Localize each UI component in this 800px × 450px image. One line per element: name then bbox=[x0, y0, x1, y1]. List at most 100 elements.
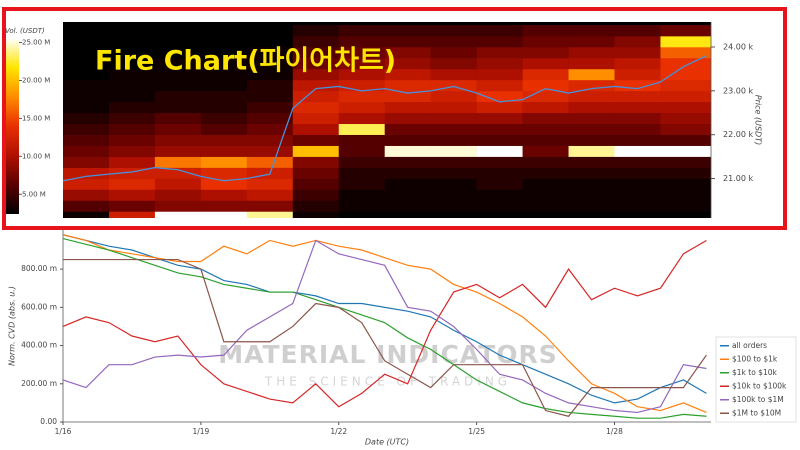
heat-cell bbox=[430, 123, 477, 135]
heat-cell bbox=[430, 101, 477, 114]
heat-cell bbox=[660, 101, 711, 114]
heat-cell bbox=[430, 79, 477, 92]
heat-cell bbox=[568, 46, 615, 59]
heat-cell bbox=[568, 68, 615, 81]
heat-cell bbox=[246, 211, 294, 218]
heat-cell bbox=[430, 57, 477, 70]
heat-cell bbox=[614, 145, 661, 157]
heat-cell bbox=[246, 189, 294, 201]
heat-cell bbox=[384, 156, 431, 168]
heat-cell bbox=[108, 46, 156, 59]
heat-cell bbox=[430, 134, 477, 146]
heat-cell bbox=[200, 57, 248, 70]
heat-cell bbox=[568, 156, 615, 168]
heat-cell bbox=[338, 112, 386, 125]
heat-cell bbox=[476, 211, 523, 218]
heat-cell bbox=[63, 36, 110, 48]
heat-cell bbox=[338, 134, 386, 146]
heat-cell bbox=[384, 25, 431, 37]
heat-cell bbox=[476, 112, 523, 125]
heat-cell bbox=[476, 156, 523, 168]
heat-cell bbox=[338, 57, 386, 70]
heat-cell bbox=[430, 178, 477, 190]
heat-cell bbox=[384, 211, 431, 218]
heat-cell bbox=[63, 25, 110, 37]
heat-cell bbox=[522, 90, 569, 103]
heat-cell bbox=[430, 211, 477, 218]
heat-cell bbox=[292, 156, 340, 168]
price-line bbox=[63, 55, 707, 182]
heat-cell bbox=[568, 189, 615, 201]
heat-cell bbox=[338, 36, 386, 48]
annotation: Fire Chart(파이어차트) bbox=[95, 46, 396, 77]
heat-cell bbox=[292, 46, 340, 59]
heat-cell bbox=[108, 90, 156, 103]
heat-cell bbox=[246, 178, 294, 190]
heat-cell bbox=[200, 145, 248, 157]
heat-cell bbox=[154, 46, 202, 59]
heat-cell bbox=[660, 134, 711, 146]
heat-cell bbox=[522, 112, 569, 125]
heat-cell bbox=[568, 101, 615, 114]
heat-cell bbox=[476, 189, 523, 201]
heat-cell bbox=[430, 189, 477, 201]
heat-cell bbox=[522, 200, 569, 212]
heat-cell bbox=[338, 156, 386, 168]
heat-cell bbox=[614, 79, 661, 92]
heat-cell bbox=[568, 211, 615, 218]
heat-cell bbox=[292, 178, 340, 190]
heat-cell bbox=[660, 90, 711, 103]
heat-cell bbox=[154, 112, 202, 125]
heat-cell bbox=[384, 90, 431, 103]
heat-cell bbox=[568, 79, 615, 92]
heat-cell bbox=[660, 112, 711, 125]
x-tick-label: 1/25 bbox=[468, 427, 485, 436]
heat-cell bbox=[660, 156, 711, 168]
heat-cell bbox=[522, 145, 569, 157]
heat-cell bbox=[108, 200, 156, 212]
heat-cell bbox=[568, 112, 615, 125]
heat-cell bbox=[338, 211, 386, 218]
heat-cell bbox=[384, 145, 431, 157]
heat-cell bbox=[292, 57, 340, 70]
heat-cell bbox=[108, 134, 156, 146]
heat-cell bbox=[246, 79, 294, 92]
series-line bbox=[62, 239, 707, 408]
heat-cell bbox=[108, 36, 156, 48]
heat-cell bbox=[154, 211, 202, 218]
heat-cell bbox=[384, 134, 431, 146]
heat-cell bbox=[108, 68, 156, 81]
heat-cell bbox=[614, 25, 661, 37]
series-line bbox=[62, 237, 707, 419]
y2-tick-label: 24.00 k bbox=[723, 42, 753, 51]
y2-axis-title: Price (USDT) bbox=[754, 95, 763, 145]
heat-cell bbox=[568, 123, 615, 135]
heat-cell bbox=[246, 134, 294, 146]
heat-cell bbox=[522, 189, 569, 201]
heat-cells bbox=[63, 25, 711, 218]
heat-cell bbox=[292, 189, 340, 201]
heat-cell bbox=[63, 167, 110, 179]
y2-tick-label: 23.00 k bbox=[723, 86, 753, 95]
heat-cell bbox=[338, 101, 386, 114]
heat-cell bbox=[108, 57, 156, 70]
heat-cell bbox=[108, 123, 156, 135]
heat-cell bbox=[614, 178, 661, 190]
heat-cell bbox=[522, 211, 569, 218]
heat-cell bbox=[430, 36, 477, 48]
heat-cell bbox=[63, 156, 110, 168]
heat-cell bbox=[292, 36, 340, 48]
heat-cell bbox=[614, 211, 661, 218]
heat-cell bbox=[292, 79, 340, 92]
heat-cell bbox=[660, 36, 711, 48]
x-tick-label: 1/28 bbox=[606, 427, 623, 436]
heat-cell bbox=[63, 189, 110, 201]
heat-cell bbox=[568, 90, 615, 103]
heat-cell bbox=[63, 200, 110, 212]
y2-tick-label: 22.00 k bbox=[723, 130, 753, 139]
heat-cell bbox=[246, 112, 294, 125]
heat-cell bbox=[614, 112, 661, 125]
heat-cell bbox=[246, 25, 294, 37]
heat-cell bbox=[154, 79, 202, 92]
heat-cell bbox=[660, 145, 711, 157]
